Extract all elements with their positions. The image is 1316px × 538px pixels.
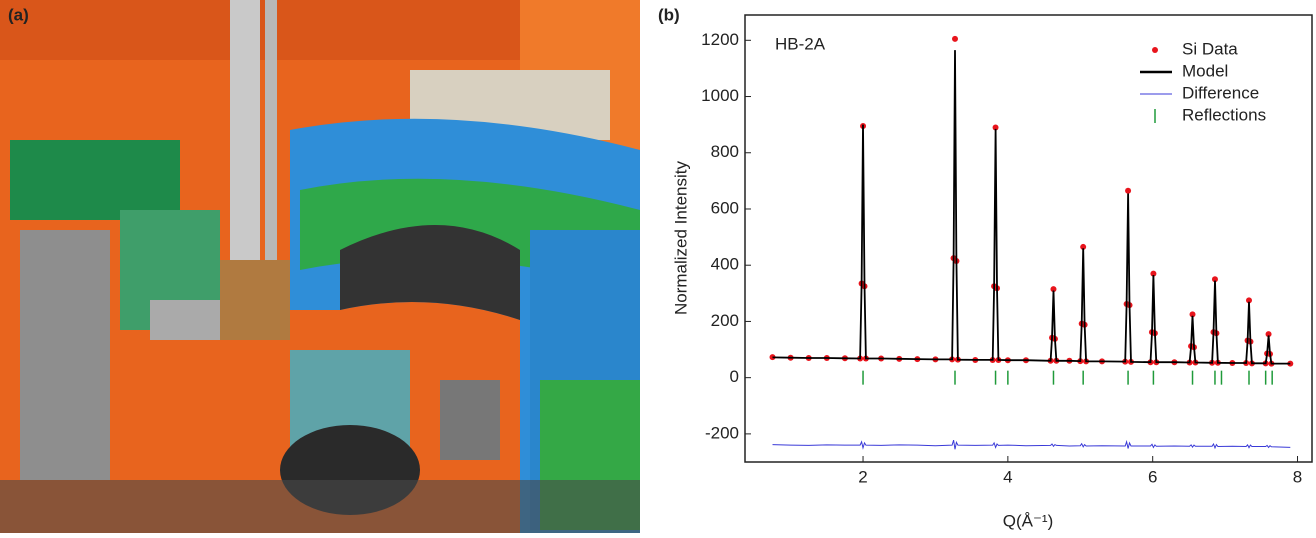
data-point xyxy=(952,35,958,42)
data-point xyxy=(1080,243,1087,250)
y-tick-label: 600 xyxy=(711,198,739,217)
photo: (a) xyxy=(0,0,640,533)
x-tick-label: 8 xyxy=(1293,467,1302,486)
plot-frame xyxy=(744,14,1313,463)
data-point xyxy=(1050,286,1057,293)
data-point xyxy=(1150,270,1157,277)
x-tick-label: 6 xyxy=(1148,467,1157,486)
data-point xyxy=(1211,276,1218,283)
y-tick-label: 0 xyxy=(730,367,739,386)
series-line xyxy=(772,50,1291,365)
legend-label: Difference xyxy=(1182,83,1259,102)
y-tick-label: 200 xyxy=(711,311,739,330)
panel-label: (a) xyxy=(8,5,29,24)
legend-label: Si Data xyxy=(1182,39,1238,58)
y-tick-label: 1000 xyxy=(701,86,739,105)
series-line xyxy=(772,439,1291,450)
annotation: HB-2A xyxy=(775,34,826,53)
legend-label: Reflections xyxy=(1182,105,1266,124)
y-tick-label: 1200 xyxy=(701,30,739,49)
x-tick-label: 4 xyxy=(1003,467,1012,486)
data-point xyxy=(992,124,999,131)
x-tick-label: 2 xyxy=(858,467,867,486)
data-point xyxy=(1265,331,1272,338)
y-tick-label: -200 xyxy=(705,423,739,442)
data-point xyxy=(1246,297,1252,304)
legend-symbol xyxy=(1152,47,1158,53)
data-point xyxy=(1125,187,1132,194)
y-tick-label: 400 xyxy=(711,255,739,274)
x-axis-label: Q(Å⁻¹) xyxy=(1003,511,1054,530)
y-axis-label: Normalized Intensity xyxy=(671,161,690,316)
data-point xyxy=(1189,311,1196,318)
y-tick-label: 800 xyxy=(711,142,739,161)
legend-label: Model xyxy=(1182,61,1228,80)
panel-label: (b) xyxy=(658,5,680,24)
